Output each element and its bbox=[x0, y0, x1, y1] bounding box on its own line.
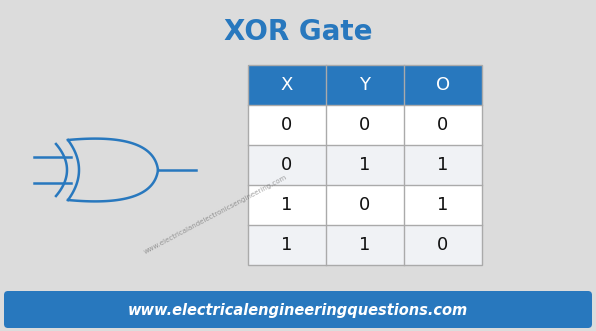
Text: 1: 1 bbox=[437, 196, 449, 214]
Bar bbox=[248, 185, 326, 225]
Bar bbox=[248, 65, 326, 105]
FancyBboxPatch shape bbox=[4, 291, 592, 328]
Text: www.electricalengineeringquestions.com: www.electricalengineeringquestions.com bbox=[128, 303, 468, 317]
Bar bbox=[326, 225, 404, 265]
Bar bbox=[404, 65, 482, 105]
Text: 0: 0 bbox=[359, 116, 371, 134]
Bar bbox=[326, 145, 404, 185]
Text: 1: 1 bbox=[359, 156, 371, 174]
Bar bbox=[404, 145, 482, 185]
Bar bbox=[404, 185, 482, 225]
Text: 1: 1 bbox=[437, 156, 449, 174]
Bar bbox=[248, 105, 326, 145]
Text: O: O bbox=[436, 76, 450, 94]
Bar bbox=[326, 65, 404, 105]
Bar bbox=[248, 225, 326, 265]
Bar bbox=[326, 185, 404, 225]
Bar bbox=[326, 105, 404, 145]
Bar bbox=[248, 145, 326, 185]
Text: 0: 0 bbox=[281, 116, 293, 134]
Text: XOR Gate: XOR Gate bbox=[224, 18, 372, 46]
Text: 1: 1 bbox=[359, 236, 371, 254]
Text: www.electricalandelectronicsengineering.com: www.electricalandelectronicsengineering.… bbox=[142, 174, 288, 256]
Bar bbox=[404, 225, 482, 265]
Bar bbox=[404, 105, 482, 145]
Bar bbox=[248, 65, 482, 265]
Text: 0: 0 bbox=[281, 156, 293, 174]
Text: 0: 0 bbox=[437, 116, 449, 134]
Text: X: X bbox=[281, 76, 293, 94]
Text: 0: 0 bbox=[359, 196, 371, 214]
Text: 1: 1 bbox=[281, 196, 293, 214]
Text: Y: Y bbox=[359, 76, 371, 94]
Text: 1: 1 bbox=[281, 236, 293, 254]
Text: 0: 0 bbox=[437, 236, 449, 254]
